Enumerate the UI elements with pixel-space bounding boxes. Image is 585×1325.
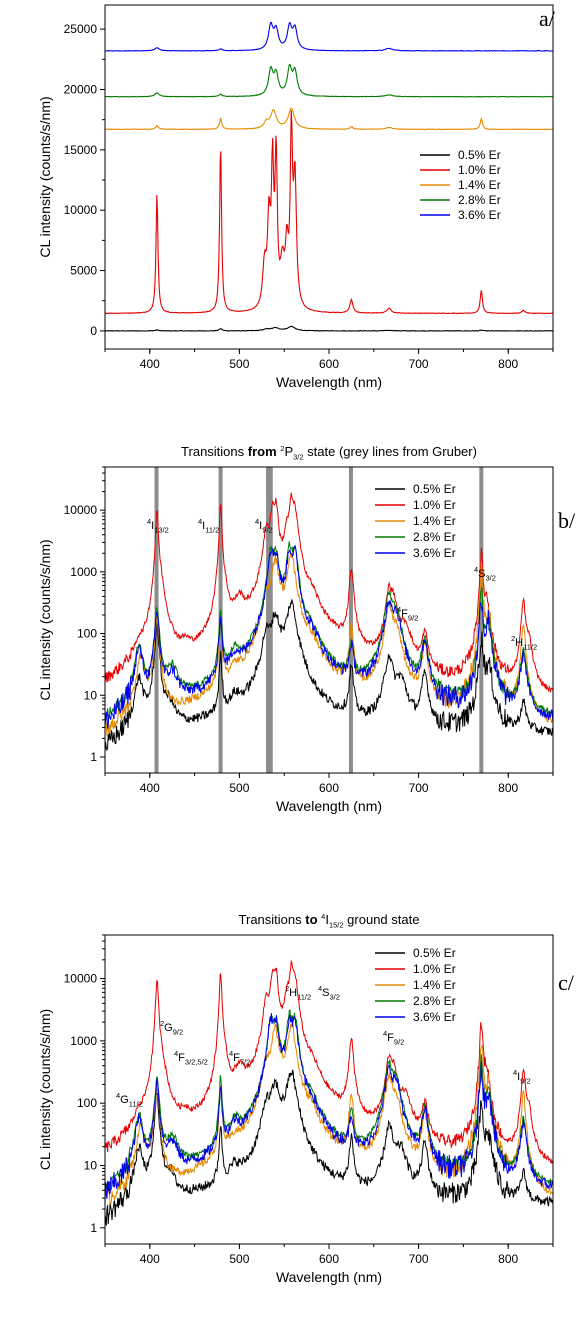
term-label: 2H11/2 bbox=[511, 634, 537, 652]
x-axis-title: Wavelength (nm) bbox=[276, 374, 382, 390]
x-axis-title: Wavelength (nm) bbox=[276, 798, 382, 814]
panel-label: b/ bbox=[558, 508, 576, 533]
legend: 0.5% Er 1.0% Er 1.4% Er 2.8% Er 3.6% Er bbox=[375, 482, 456, 560]
chart-panel-1: 400 500 600 700 800 0 5000 10000 15000 20000 25000… bbox=[37, 4, 556, 390]
axes-frame bbox=[104, 4, 554, 350]
plot-area bbox=[105, 959, 553, 1226]
chart-title: Transitions from 2P3/2 state (grey lines… bbox=[181, 444, 477, 462]
series-line bbox=[105, 541, 553, 721]
y-tick-label: 15000 bbox=[64, 143, 98, 157]
term-label: 2H11/2 bbox=[285, 984, 311, 1002]
y-tick-label: 100 bbox=[77, 1096, 97, 1110]
legend-entry: 1.0% Er bbox=[413, 962, 456, 976]
term-label: 4F7/2 bbox=[229, 1049, 250, 1067]
x-tick-label: 600 bbox=[319, 357, 339, 371]
y-tick-label: 25000 bbox=[64, 22, 98, 36]
term-label: 4I13/2 bbox=[147, 517, 169, 535]
term-label: 4S3/2 bbox=[474, 565, 496, 583]
x-tick-label: 400 bbox=[140, 1252, 160, 1266]
chart-panel-3: 400 500 600 700 800 1 10 100 1000 10000 Wavelength… bbox=[37, 912, 575, 1285]
legend-entry: 2.8% Er bbox=[458, 193, 501, 207]
x-tick-label: 500 bbox=[229, 357, 249, 371]
x-tick-label: 700 bbox=[409, 1252, 429, 1266]
y-tick-label: 1000 bbox=[70, 1034, 97, 1048]
legend-entry: 0.5% Er bbox=[458, 148, 501, 162]
legend-entry: 3.6% Er bbox=[413, 546, 456, 560]
legend-entry: 1.4% Er bbox=[413, 978, 456, 992]
legend-entry: 2.8% Er bbox=[413, 994, 456, 1008]
y-tick-label: 0 bbox=[90, 324, 97, 338]
y-axis-title: CL intensity (counts/s/nm) bbox=[37, 539, 53, 700]
legend-entry: 3.6% Er bbox=[458, 208, 501, 222]
term-label: 4I11/2 bbox=[198, 517, 219, 535]
series-line bbox=[105, 21, 553, 52]
y-axis-title: CL intensity (counts/s/nm) bbox=[37, 1009, 53, 1170]
legend: 0.5% Er1.0% Er1.4% Er2.8% Er3.6% Er bbox=[420, 148, 501, 222]
legend-entry: 3.6% Er bbox=[413, 1010, 456, 1024]
term-label: 4F3/2,5/2 bbox=[174, 1049, 208, 1067]
series-line bbox=[105, 1022, 553, 1205]
y-tick-label: 10 bbox=[84, 1159, 98, 1173]
x-tick-label: 600 bbox=[319, 1252, 339, 1266]
chart-panel-2: 400 500 600 700 800 1 10 100 1000 10000 Wavelength… bbox=[37, 444, 576, 814]
y-tick-label: 1000 bbox=[70, 565, 97, 579]
legend-entry: 2.8% Er bbox=[413, 530, 456, 544]
series-line bbox=[105, 107, 553, 131]
series-line bbox=[105, 492, 553, 693]
x-tick-label: 800 bbox=[498, 1252, 518, 1266]
series-line bbox=[105, 959, 553, 1164]
y-tick-label: 20000 bbox=[64, 82, 98, 96]
legend-entry: 1.0% Er bbox=[458, 163, 501, 177]
panel-label: c/ bbox=[558, 970, 575, 995]
plot-area bbox=[105, 21, 553, 332]
series-line bbox=[105, 1069, 553, 1226]
plot-area bbox=[105, 467, 553, 773]
y-tick-label: 10000 bbox=[64, 972, 98, 986]
y-tick-label: 10 bbox=[84, 688, 98, 702]
x-tick-label: 700 bbox=[409, 781, 429, 795]
term-label: 4I9/2 bbox=[513, 1068, 531, 1086]
series-line bbox=[105, 1013, 553, 1199]
legend-entry: 0.5% Er bbox=[413, 482, 456, 496]
axes-frame bbox=[104, 466, 554, 774]
term-label: 4F9/2 bbox=[383, 1029, 404, 1047]
term-label: 4I9/2 bbox=[255, 517, 273, 535]
legend-entry: 1.0% Er bbox=[413, 498, 456, 512]
y-axis-title: CL intensity (counts/s/nm) bbox=[37, 96, 53, 257]
series-line bbox=[105, 325, 553, 332]
legend-entry: 1.4% Er bbox=[458, 178, 501, 192]
x-tick-label: 700 bbox=[409, 357, 429, 371]
y-tick-label: 100 bbox=[77, 627, 97, 641]
y-tick-label: 1 bbox=[90, 1221, 97, 1235]
series-line bbox=[105, 63, 553, 98]
legend-entry: 1.4% Er bbox=[413, 514, 456, 528]
series-line bbox=[105, 552, 553, 736]
x-tick-label: 500 bbox=[229, 781, 249, 795]
term-label: 4G11/2 bbox=[116, 1091, 143, 1109]
x-tick-label: 400 bbox=[140, 781, 160, 795]
chart-title: Transitions to 4I15/2 ground state bbox=[239, 912, 420, 930]
x-axis-title: Wavelength (nm) bbox=[276, 1269, 382, 1285]
y-tick-label: 1 bbox=[90, 750, 97, 764]
y-tick-label: 10000 bbox=[64, 203, 98, 217]
term-label: 4F9/2 bbox=[397, 605, 418, 623]
legend: 0.5% Er 1.0% Er 1.4% Er 2.8% Er 3.6% Er bbox=[375, 946, 456, 1024]
series-line bbox=[105, 110, 553, 315]
x-tick-label: 800 bbox=[498, 781, 518, 795]
series-line bbox=[105, 598, 553, 752]
term-label: 2G9/2 bbox=[160, 1019, 183, 1037]
y-tick-label: 10000 bbox=[64, 503, 98, 517]
series-line bbox=[105, 545, 553, 729]
term-label: 4S3/2 bbox=[318, 984, 340, 1002]
x-tick-label: 600 bbox=[319, 781, 339, 795]
x-tick-label: 400 bbox=[140, 357, 160, 371]
legend-entry: 0.5% Er bbox=[413, 946, 456, 960]
panel-label: a/ bbox=[539, 6, 556, 31]
x-tick-label: 500 bbox=[229, 1252, 249, 1266]
x-tick-label: 800 bbox=[498, 357, 518, 371]
y-tick-label: 5000 bbox=[70, 264, 97, 278]
